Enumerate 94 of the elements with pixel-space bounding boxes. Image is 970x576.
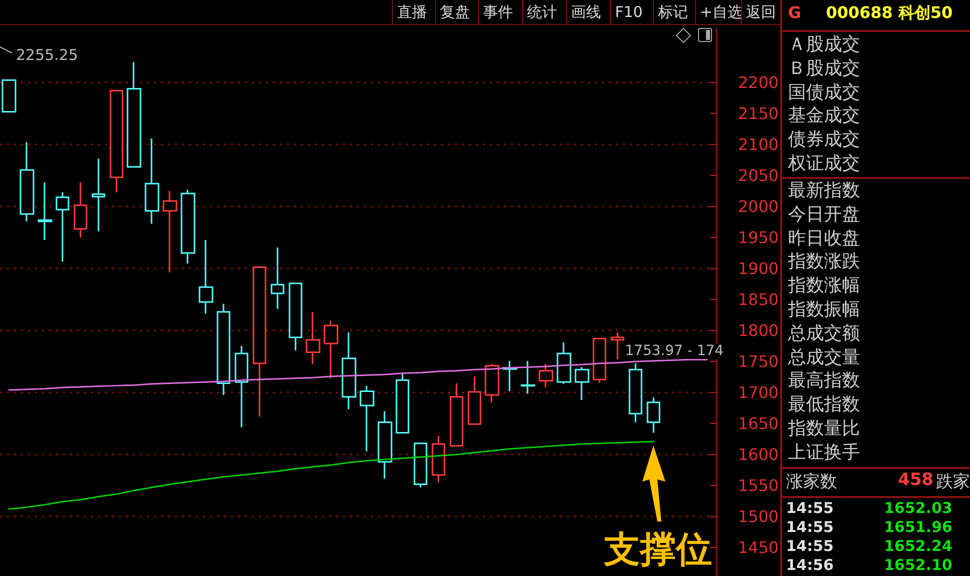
candlestick [180,189,196,264]
candlestick [234,345,248,428]
text: F10 [610,0,647,24]
y-tick-label: 1500 [738,506,779,526]
y-tick-label: 2150 [738,104,779,124]
y-tick-label: 1750 [738,352,779,372]
candlestick [414,442,428,488]
text: 国债成交 [788,82,860,104]
candlestick [56,192,70,262]
text: 1651.96 [884,518,952,536]
candlestick [270,246,284,310]
text: 基金成交 [788,105,860,128]
candlestick [162,190,178,273]
text: 统计 [522,0,561,24]
candlestick [324,320,338,379]
y-tick-label: 1950 [738,228,779,248]
line-series [8,440,654,510]
y-tick-label: 1550 [738,476,779,495]
text: 指数量比 [788,418,860,440]
candlestick [450,382,464,447]
y-tick-label: 2050 [738,166,779,186]
y-tick-label: 1450 [738,538,779,557]
candlestick [628,362,642,424]
candlestick [378,410,392,480]
text: 直播 [392,0,431,24]
y-tick-label: 1700 [738,383,779,402]
text: 最低指数 [788,394,860,416]
candlestick [520,360,536,394]
candlestick [646,396,660,434]
candlestick [288,282,302,352]
candlestick [556,342,572,385]
candlestick [198,239,214,315]
text: 涨家数 [786,471,837,493]
text: 复盘 [435,0,474,24]
text: 458 [898,470,934,490]
text: 14:55 [786,499,834,517]
candlestick [484,363,500,404]
y-tick-label: 2100 [738,135,779,154]
y-tick-label: 1900 [738,259,779,278]
candlestick [252,265,266,418]
annotation: 2255.25 [16,46,78,64]
text: 最新指数 [788,180,860,202]
candlestick [74,182,88,238]
candlestick [592,338,606,384]
text: 上证换手 [788,442,860,464]
text: 1652.10 [884,556,952,574]
candlestick [342,332,356,410]
text: 1652.24 [884,537,952,555]
candlestick [574,366,590,401]
candlestick [306,311,320,365]
text: 14:56 [786,556,834,574]
candlestick [38,182,52,241]
candlestick [110,89,124,194]
text: 跌家 [936,471,970,493]
text: G [788,3,802,22]
text: 画线 [566,0,605,24]
text: 指数涨跌 [788,251,860,274]
candlestick [468,376,482,425]
candlestick [92,158,106,232]
text: Ｂ股成交 [788,58,860,80]
text: 总成交额 [788,322,860,345]
y-tick-label: 1850 [738,290,779,310]
candlestick [216,303,230,396]
y-tick-label: 1600 [738,445,779,464]
text: 昨日收盘 [788,228,860,250]
text: Ａ股成交 [788,34,860,56]
text: 000688 科创50 [826,3,953,24]
text: 返回 [741,0,780,24]
y-tick-label: 2200 [738,73,779,92]
annotation: 1753.97 - 174 [625,343,724,359]
text: 事件 [478,0,517,24]
text: 权证成交 [788,153,860,175]
text: 最高指数 [788,370,860,392]
text: 标记 [653,0,692,24]
candlestick [610,332,624,360]
y-tick-label: 1650 [738,414,779,433]
candlestick [144,138,160,225]
candlestick [538,363,554,388]
candlestick [396,372,410,434]
y-tick-label: 1800 [738,321,779,340]
y-tick-label: 2000 [738,197,779,216]
text: 总成交量 [788,346,860,369]
text: 指数涨幅 [788,275,860,298]
text: 今日开盘 [788,204,860,226]
text: 1652.03 [884,499,952,517]
candlestick [432,435,446,484]
candlestick [20,141,34,222]
text: 债券成交 [788,129,860,152]
text: 14:55 [786,537,834,555]
text: 14:55 [786,518,834,536]
candlestick [126,61,142,168]
annotation: 支撑位 [603,530,712,570]
candlestick [360,384,374,452]
text: 指数振幅 [788,299,860,321]
